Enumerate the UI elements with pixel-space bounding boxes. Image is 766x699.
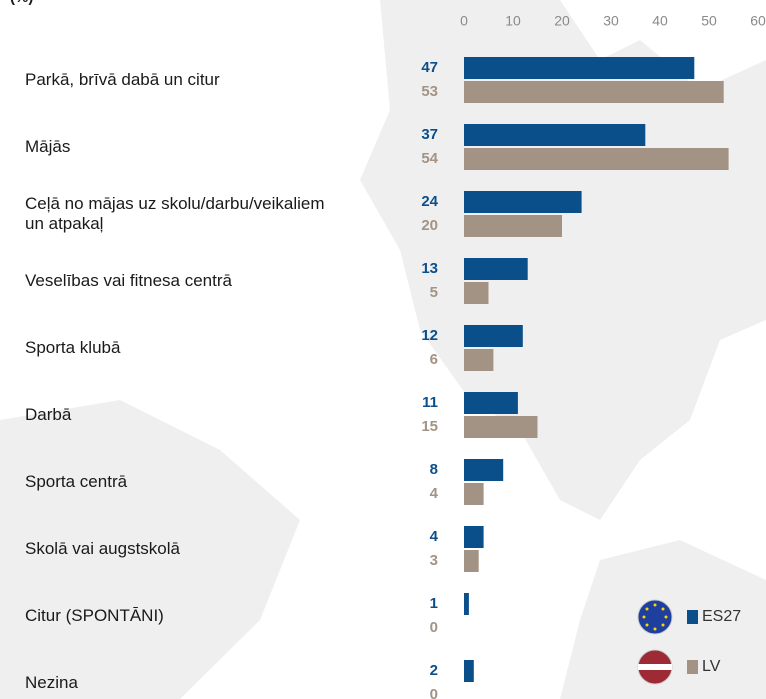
value-label: 4 bbox=[430, 528, 439, 545]
value-label: 8 bbox=[430, 461, 438, 478]
category-label: Skolā vai augstskolā bbox=[25, 539, 180, 558]
bar bbox=[464, 215, 562, 237]
value-label: 2 bbox=[430, 662, 438, 679]
value-label: 3 bbox=[430, 552, 438, 569]
category-label: Citur (SPONTĀNI) bbox=[25, 606, 164, 625]
bar bbox=[464, 593, 469, 615]
category-label: Mājās bbox=[25, 137, 71, 156]
value-label: 53 bbox=[421, 83, 438, 100]
value-label: 12 bbox=[421, 327, 438, 344]
bar bbox=[464, 660, 474, 682]
category-label: Veselības vai fitnesa centrā bbox=[25, 271, 232, 290]
bar bbox=[464, 81, 724, 103]
value-label: 5 bbox=[430, 284, 438, 301]
bar bbox=[464, 148, 729, 170]
category-label: Nezina bbox=[25, 673, 78, 692]
bar bbox=[464, 349, 494, 371]
x-tick-label: 0 bbox=[460, 13, 468, 29]
x-tick-label: 40 bbox=[652, 13, 668, 29]
legend-label: LV bbox=[702, 658, 721, 675]
bar bbox=[464, 392, 518, 414]
category-label: Sporta centrā bbox=[25, 472, 128, 491]
value-label: 0 bbox=[430, 686, 438, 699]
category-label: Sporta klubā bbox=[25, 338, 121, 357]
value-label: 47 bbox=[421, 59, 438, 76]
value-label: 13 bbox=[421, 260, 438, 277]
bar bbox=[464, 483, 484, 505]
value-label: 20 bbox=[421, 217, 438, 234]
legend-swatch bbox=[687, 610, 698, 624]
bar bbox=[464, 416, 538, 438]
category-label: Parkā, brīvā dabā un citur bbox=[25, 70, 220, 89]
bar bbox=[464, 282, 489, 304]
value-label: 0 bbox=[430, 619, 438, 636]
bar bbox=[464, 258, 528, 280]
value-label: 1 bbox=[430, 595, 438, 612]
bar bbox=[464, 57, 695, 79]
value-label: 24 bbox=[421, 193, 438, 210]
bar bbox=[464, 526, 484, 548]
chart-title: (%) bbox=[10, 0, 33, 6]
bar bbox=[464, 550, 479, 572]
legend-label: ES27 bbox=[702, 608, 741, 625]
bar bbox=[464, 459, 504, 481]
category-label: Ceļā no mājas uz skolu/darbu/veikaliem u… bbox=[25, 194, 325, 233]
x-tick-label: 10 bbox=[505, 13, 521, 29]
value-label: 54 bbox=[421, 150, 438, 167]
legend-swatch bbox=[687, 660, 698, 674]
value-label: 37 bbox=[421, 126, 438, 143]
x-tick-label: 30 bbox=[603, 13, 619, 29]
x-tick-label: 20 bbox=[554, 13, 570, 29]
category-label: Darbā bbox=[25, 405, 72, 424]
value-label: 15 bbox=[421, 418, 438, 435]
legend-flags bbox=[637, 599, 673, 685]
value-label: 4 bbox=[430, 485, 439, 502]
x-tick-label: 60 bbox=[750, 13, 766, 29]
value-label: 6 bbox=[430, 351, 438, 368]
bar bbox=[464, 325, 523, 347]
value-label: 11 bbox=[422, 394, 438, 411]
x-tick-label: 50 bbox=[701, 13, 717, 29]
bar bbox=[464, 191, 582, 213]
bar bbox=[464, 124, 646, 146]
